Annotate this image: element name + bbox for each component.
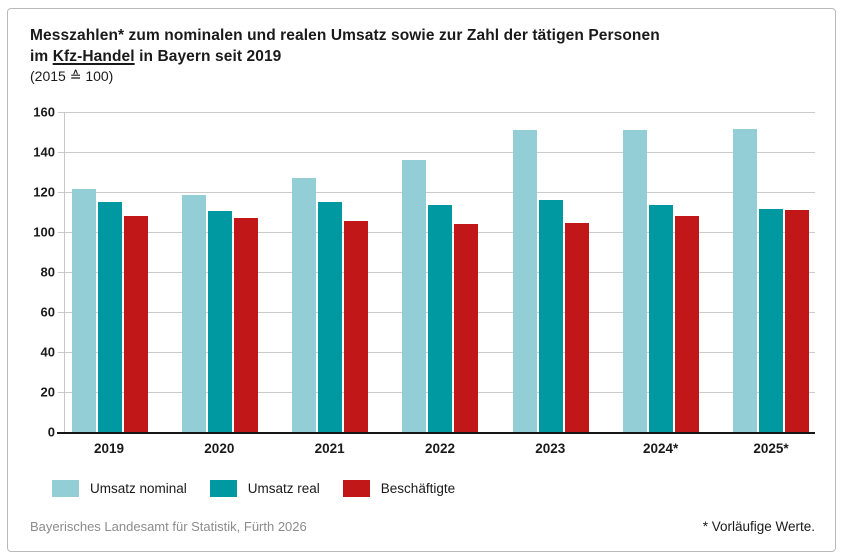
- y-axis-tick-label: 0: [47, 424, 55, 440]
- legend-label: Umsatz nominal: [90, 481, 187, 496]
- y-axis-tick-label: 100: [33, 224, 55, 240]
- x-axis-label: 2022: [424, 441, 455, 456]
- title-text-pre: im: [30, 48, 53, 65]
- source-text: Bayerisches Landesamt für Statistik, Für…: [30, 519, 307, 534]
- title-text-underlined: Kfz-Handel: [52, 48, 135, 65]
- y-axis-tick-label: 80: [40, 264, 55, 280]
- bar-group-2020: [182, 112, 259, 432]
- bar: [564, 223, 589, 432]
- x-axis-label: 2024*: [642, 441, 679, 456]
- preliminary-values-note: * Vorläufige Werte.: [702, 519, 815, 534]
- chart-title-line1: Messzahlen* zum nominalen und realen Ums…: [30, 25, 815, 46]
- bar-group-2024: [622, 112, 699, 432]
- bars-row: [65, 112, 815, 432]
- legend-item: Beschäftigte: [342, 480, 456, 497]
- bar-group-2022: [402, 112, 479, 432]
- y-axis-tick-label: 40: [40, 344, 55, 360]
- bar: [674, 216, 699, 432]
- gridline: [65, 112, 815, 113]
- legend-item: Umsatz nominal: [52, 480, 187, 497]
- chart: 160 140 120 100 80 60 40 20 0 2019 2020 2021 2022 20…: [30, 105, 815, 456]
- y-axis-tick-label: 60: [40, 304, 55, 320]
- chart-frame: Messzahlen* zum nominalen und realen Ums…: [7, 8, 836, 552]
- bar: [72, 189, 96, 432]
- bar: [512, 130, 537, 432]
- footer: Bayerisches Landesamt für Statistik, Für…: [30, 519, 815, 534]
- x-axis-label: 2020: [204, 441, 235, 456]
- chart-subtitle: (2015 ≙ 100): [30, 68, 114, 84]
- bar: [98, 202, 122, 432]
- title-text-post: in Bayern seit 2019: [134, 48, 282, 65]
- y-axis-tick-mark: [58, 312, 65, 313]
- x-axis: 2019 2020 2021 2022 2023 2024* 2025*: [64, 434, 815, 456]
- legend: Umsatz nominal Umsatz real Beschäftigte: [52, 480, 815, 497]
- legend-item: Umsatz real: [209, 480, 320, 497]
- y-axis-tick-mark: [58, 192, 65, 193]
- bar: [124, 216, 148, 432]
- y-axis-tick-label: 140: [33, 144, 55, 160]
- bar: [622, 130, 647, 432]
- bar: [234, 218, 259, 432]
- bar-group-2023: [512, 112, 589, 432]
- legend-swatch: [209, 480, 237, 497]
- y-axis-tick-mark: [58, 392, 65, 393]
- legend-swatch: [342, 480, 370, 497]
- legend-label: Umsatz real: [247, 481, 320, 496]
- chart-plot-row: 160 140 120 100 80 60 40 20 0: [30, 105, 815, 440]
- plot-area: [58, 112, 815, 432]
- legend-swatch: [52, 480, 79, 497]
- bar: [454, 224, 479, 432]
- gridline: [65, 152, 815, 153]
- gridline: [65, 192, 815, 193]
- bar-group-2025: [732, 112, 809, 432]
- bar: [318, 202, 343, 432]
- x-axis-label: 2023: [535, 441, 566, 456]
- bar: [208, 211, 233, 432]
- y-axis-tick-mark: [58, 272, 65, 273]
- bar: [538, 200, 563, 432]
- bar: [648, 205, 673, 432]
- y-axis-tick-mark: [58, 152, 65, 153]
- y-axis-tick-mark: [58, 352, 65, 353]
- bar: [758, 209, 783, 432]
- bar-group-2019: [72, 112, 148, 432]
- chart-header: Messzahlen* zum nominalen und realen Ums…: [30, 25, 815, 86]
- bar: [344, 221, 369, 432]
- y-axis-tick-label: 120: [33, 184, 55, 200]
- title-text: Messzahlen* zum nominalen und realen Ums…: [30, 27, 660, 44]
- chart-title-line2: im Kfz-Handel in Bayern seit 2019: [30, 46, 815, 67]
- y-axis-tick-label: 20: [40, 384, 55, 400]
- bar: [182, 195, 207, 432]
- y-axis-tick-mark: [58, 112, 65, 113]
- x-axis-label: 2019: [93, 441, 125, 456]
- bar-group-2021: [292, 112, 369, 432]
- y-axis: 160 140 120 100 80 60 40 20 0: [30, 105, 64, 440]
- bar: [732, 129, 757, 432]
- x-axis-label: 2025*: [753, 441, 789, 456]
- bar: [402, 160, 427, 432]
- bar: [292, 178, 317, 432]
- x-axis-baseline: [57, 432, 815, 434]
- bar: [428, 205, 453, 432]
- y-axis-tick-mark: [58, 232, 65, 233]
- x-axis-label: 2021: [314, 441, 345, 456]
- bar: [784, 210, 809, 432]
- legend-label: Beschäftigte: [380, 481, 456, 496]
- y-axis-tick-label: 160: [33, 104, 55, 120]
